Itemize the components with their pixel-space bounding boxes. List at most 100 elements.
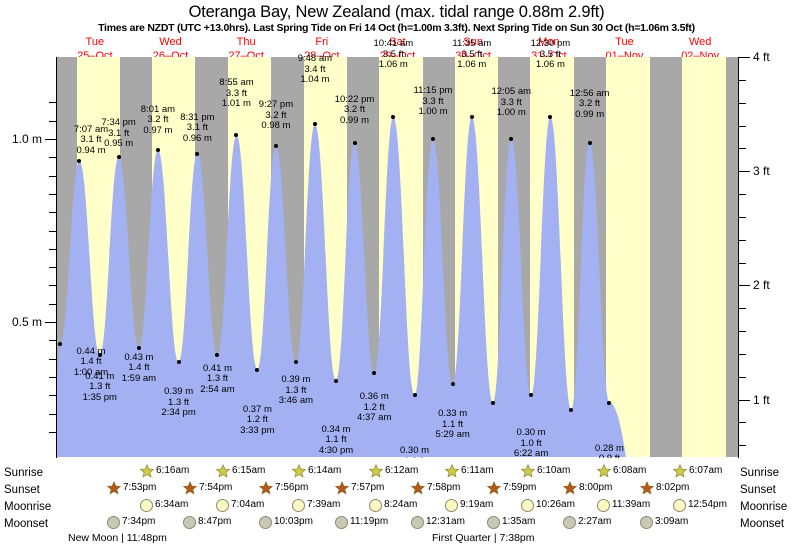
tide-time: 4:30 pm bbox=[318, 444, 354, 456]
tide-height-ft: 1.4 ft bbox=[128, 362, 150, 374]
tide-time: 12:56 am bbox=[569, 87, 610, 99]
moonrise-item: 8:24am bbox=[369, 498, 417, 512]
moonrise-time: 8:24am bbox=[384, 499, 418, 510]
axis-tick-left bbox=[49, 304, 56, 305]
tide-point-high bbox=[116, 155, 121, 160]
moonset-row-label-right: Moonset bbox=[740, 518, 785, 530]
sunrise-item: 6:16am bbox=[140, 464, 189, 478]
moonset-item: 10:03pm bbox=[259, 515, 313, 529]
axis-label-left-1: 0.5 m bbox=[11, 315, 42, 329]
tide-label-high: 12:05 am 3.3 ft 1.00 m bbox=[478, 86, 544, 119]
sunrise-icon bbox=[673, 464, 687, 478]
tide-label-high: 11:15 pm 3.3 ft 1.00 m bbox=[400, 85, 466, 118]
tide-label-high: 9:27 pm 3.2 ft 0.98 m bbox=[243, 100, 309, 132]
sunrise-item: 6:14am bbox=[292, 464, 341, 478]
tide-height-m: 0.34 m bbox=[321, 423, 351, 435]
sunrise-time: 6:12am bbox=[385, 465, 419, 476]
tide-height-m: 0.39 m bbox=[164, 386, 194, 398]
tide-height-ft: 3.2 ft bbox=[579, 98, 601, 110]
tide-curve bbox=[57, 117, 738, 457]
moonset-time: 7:34pm bbox=[122, 516, 156, 527]
axis-tick-right bbox=[739, 57, 750, 58]
axis-tick-right bbox=[739, 263, 746, 264]
moonset-row-label-left: Moonset bbox=[4, 518, 49, 530]
tide-label-high: 10:22 pm 3.2 ft 0.99 m bbox=[322, 94, 388, 127]
tide-height-ft: 1.0 ft bbox=[520, 437, 542, 449]
tide-label-low: 0.36 m 1.2 ft 4:37 am bbox=[341, 392, 407, 424]
sunset-item: 8:00pm bbox=[563, 481, 612, 495]
tide-time: 8:31 pm bbox=[180, 111, 215, 123]
tide-point-low bbox=[372, 371, 377, 376]
tide-height-m: 0.36 m bbox=[359, 391, 389, 403]
sunrise-time: 6:15am bbox=[232, 465, 266, 476]
moonrise-time: 7:39am bbox=[307, 499, 341, 510]
tide-height-m: 1.00 m bbox=[496, 107, 526, 118]
tide-time: 7:07 am bbox=[73, 123, 109, 135]
axis-tick-left bbox=[49, 377, 56, 378]
tide-point-high bbox=[391, 115, 396, 120]
sunset-time: 7:53pm bbox=[123, 482, 157, 493]
axis-label-left-0: 1.0 m bbox=[11, 132, 42, 146]
sunrise-icon bbox=[369, 464, 383, 478]
moonset-item: 8:47pm bbox=[183, 515, 231, 529]
sunset-item: 7:56pm bbox=[259, 481, 308, 495]
moonset-icon bbox=[563, 515, 576, 529]
tide-time: 1:35 pm bbox=[82, 391, 117, 403]
sunset-time: 7:56pm bbox=[275, 482, 309, 493]
tide-point-high bbox=[587, 140, 592, 145]
tide-label-low: 0.39 m 1.3 ft 2:34 pm bbox=[146, 387, 212, 419]
sunset-icon bbox=[411, 481, 425, 495]
tide-label-low: 0.30 m 1.0 ft 6:22 am bbox=[498, 428, 564, 460]
tide-height-ft: 3.3 ft bbox=[422, 95, 444, 107]
axis-tick-left bbox=[49, 121, 56, 122]
tide-point-low bbox=[490, 400, 495, 405]
tide-height-ft: 3.1 ft bbox=[80, 134, 102, 146]
tide-time: 8:55 am bbox=[219, 77, 254, 89]
sunset-icon bbox=[259, 481, 273, 495]
tide-time: 8:01 am bbox=[140, 103, 176, 115]
sunrise-time: 6:11am bbox=[461, 465, 494, 476]
tide-height-m: 0.30 m bbox=[516, 427, 546, 439]
tide-point-high bbox=[155, 147, 160, 152]
tide-height-m: 0.96 m bbox=[182, 132, 212, 144]
axis-tick-right bbox=[739, 308, 746, 309]
axis-tick-left bbox=[49, 340, 56, 341]
moonrise-time: 9:19am bbox=[460, 499, 494, 510]
sunset-icon bbox=[487, 481, 501, 495]
sunrise-time: 6:07am bbox=[689, 465, 723, 476]
tide-height-ft: 3.2 ft bbox=[343, 104, 366, 116]
sunset-icon bbox=[640, 481, 654, 495]
sunset-time: 8:00pm bbox=[579, 482, 613, 493]
tide-point-low bbox=[255, 367, 260, 372]
tide-time: 4:37 am bbox=[357, 412, 392, 424]
axis-tick-right bbox=[739, 194, 746, 195]
axis-tick-left bbox=[49, 176, 56, 177]
moonset-icon bbox=[259, 515, 272, 529]
moonset-item: 12:31am bbox=[411, 515, 465, 529]
axis-tick-right bbox=[739, 422, 746, 423]
tide-time: 6:22 am bbox=[513, 448, 549, 460]
tide-height-ft: 3.5 ft bbox=[461, 48, 483, 60]
moonrise-item: 10:26am bbox=[521, 498, 575, 512]
moonset-time: 8:47pm bbox=[198, 516, 232, 527]
axis-tick-right bbox=[739, 240, 746, 241]
tide-label-high: 10:41 am 3.5 ft 1.06 m bbox=[360, 39, 426, 71]
axis-tick-right bbox=[739, 331, 746, 332]
sunset-icon bbox=[563, 481, 577, 495]
tide-point-low bbox=[293, 360, 298, 365]
moonrise-item: 6:34am bbox=[140, 498, 188, 512]
moonset-time: 10:03pm bbox=[274, 516, 313, 527]
night-band-9 bbox=[725, 57, 738, 457]
sunrise-item: 6:10am bbox=[521, 464, 570, 478]
moonrise-row-label-left: Moonrise bbox=[4, 501, 52, 513]
tide-label-low: 0.43 m 1.4 ft 1:59 am bbox=[106, 352, 172, 385]
tide-height-ft: 3.2 ft bbox=[147, 114, 169, 126]
moonset-icon bbox=[411, 515, 424, 529]
moonrise-item: 7:04am bbox=[216, 498, 264, 512]
tide-plot bbox=[57, 57, 738, 457]
axis-tick-left bbox=[49, 395, 56, 396]
sunset-item: 7:57pm bbox=[335, 481, 384, 495]
moonset-time: 11:19pm bbox=[350, 516, 389, 527]
tide-height-ft: 1.3 ft bbox=[285, 384, 307, 396]
moonrise-icon bbox=[673, 498, 686, 512]
